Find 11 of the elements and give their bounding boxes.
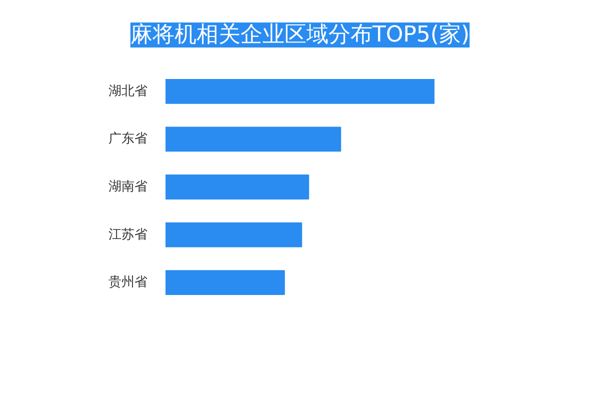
y-tick-label: 广东省 <box>108 132 148 147</box>
bar <box>166 126 342 152</box>
y-tick-label: 湖北省 <box>108 84 148 99</box>
y-tick-label: 贵州省 <box>108 275 148 290</box>
y-tick-label: 湖南省 <box>108 180 148 194</box>
bar <box>166 174 310 200</box>
bar <box>166 222 302 248</box>
chart-title: 麻将机相关企业区域分布TOP5(家) <box>130 22 470 48</box>
bar <box>166 270 285 296</box>
y-tick-label: 江苏省 <box>108 227 148 242</box>
bar <box>166 78 434 104</box>
